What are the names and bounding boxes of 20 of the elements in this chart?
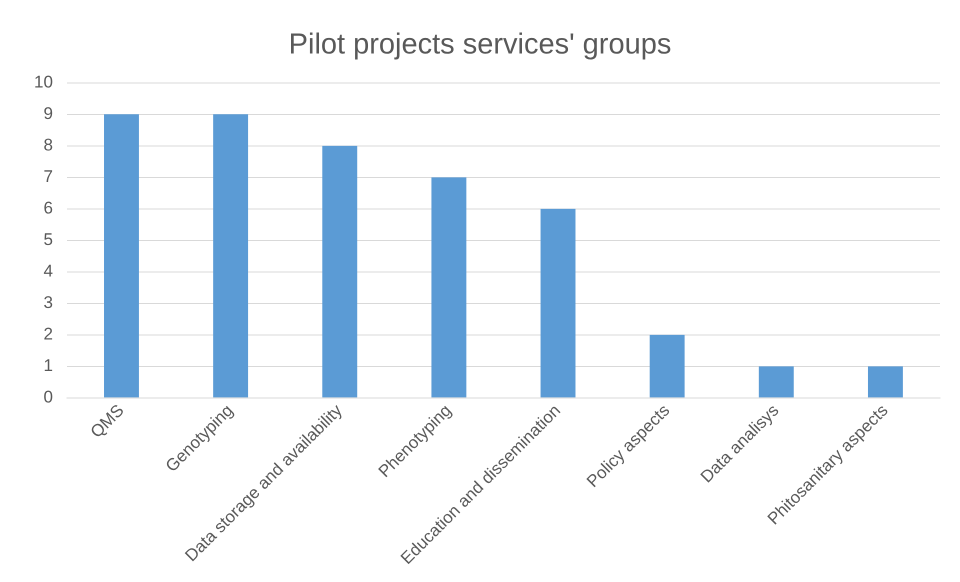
bar — [431, 177, 466, 398]
chart-title: Pilot projects services' groups — [288, 28, 672, 60]
y-tick-label: 6 — [43, 198, 53, 218]
y-tick-label: 4 — [43, 262, 53, 281]
y-tick-label: 2 — [43, 324, 53, 344]
y-tick-label: 1 — [43, 356, 53, 376]
y-tick-label: 5 — [43, 230, 53, 250]
y-tick-label: 7 — [43, 167, 53, 186]
bar — [213, 114, 248, 398]
y-tick-label: 0 — [43, 388, 53, 407]
bar — [322, 146, 358, 398]
bar — [540, 208, 576, 398]
bar — [868, 366, 903, 398]
y-tick-label: 8 — [43, 136, 53, 155]
y-tick-label: 10 — [34, 72, 53, 92]
y-tick-label: 9 — [43, 104, 53, 123]
bar — [650, 334, 685, 398]
bar — [758, 366, 794, 398]
bar — [104, 114, 139, 398]
y-tick-label: 3 — [43, 293, 53, 312]
